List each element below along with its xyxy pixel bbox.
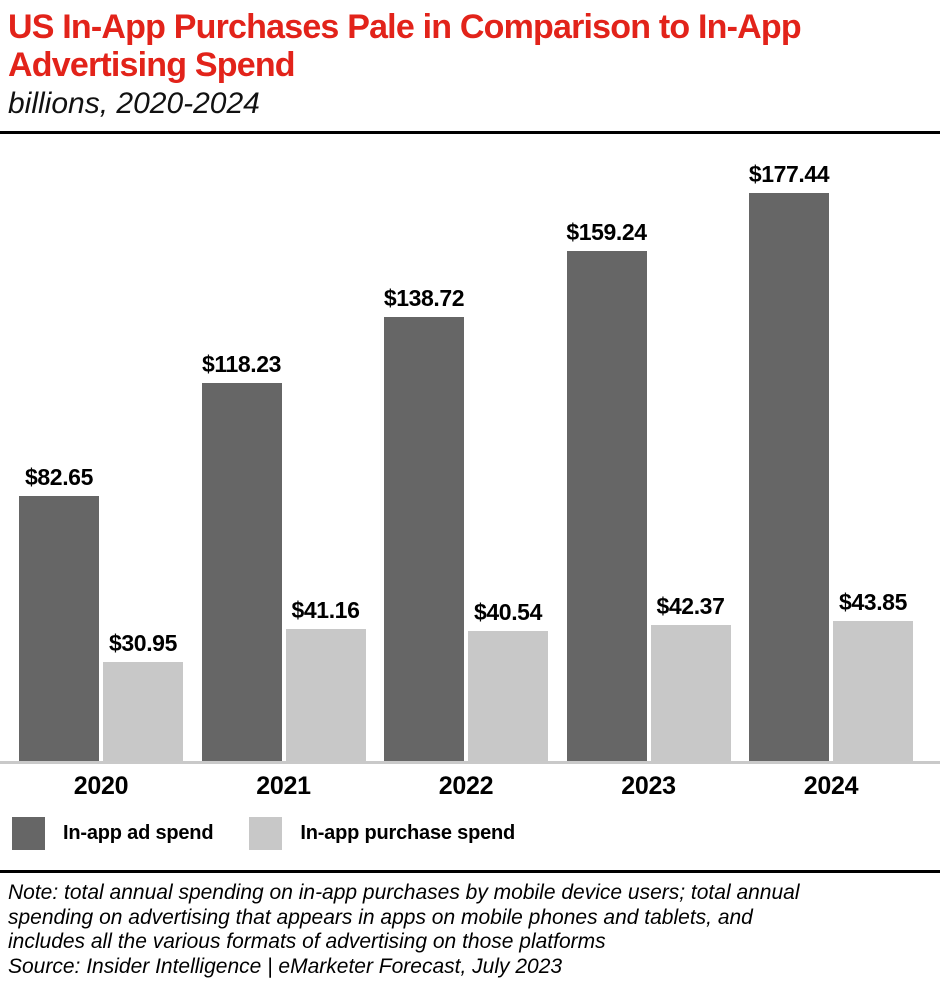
purchase-spend-bar-2024: [833, 621, 913, 761]
ad-spend-bar-2020: [19, 496, 99, 761]
purchase-spend-bar-2021: [285, 629, 366, 761]
x-axis-label-2022: 2022: [438, 772, 494, 800]
bar-value-label: $159.24: [566, 219, 647, 245]
ad-spend-bar-2022: [384, 317, 464, 761]
bar-value-label: $41.16: [291, 597, 360, 623]
legend-item-ad-spend: In-app ad spend: [12, 817, 214, 850]
chart-subtitle: billions, 2020-2024: [8, 87, 260, 120]
bar-group-2023: $159.24 $42.37: [566, 219, 731, 761]
bar-value-label: $118.23: [201, 351, 282, 377]
legend: In-app ad spend In-app purchase spend: [12, 817, 940, 850]
chart-header: US In-App Purchases Pale in Comparison t…: [0, 0, 940, 122]
bar-value-label: $177.44: [748, 161, 830, 187]
bar-value-label: $138.72: [383, 285, 465, 311]
purchase-spend-bar-2023: [650, 625, 731, 761]
x-axis-line: [0, 761, 940, 764]
x-axis-label-2024: 2024: [803, 772, 859, 800]
x-axis-label-2020: 2020: [73, 772, 129, 800]
bar-group-2024: $177.44 $43.85: [749, 161, 913, 761]
footnote-line-2: spending on advertising that appears in …: [8, 905, 753, 929]
bar-value-label: $43.85: [839, 589, 907, 615]
purchase-spend-column-2024: $43.85: [833, 589, 913, 761]
footnote-line-1: Note: total annual spending on in-app pu…: [8, 881, 800, 904]
bar-group-2022: $138.72 $40.54: [384, 285, 548, 761]
purchase-spend-column-2021: $41.16: [285, 597, 366, 761]
ad-spend-column-2022: $138.72: [383, 285, 465, 761]
ad-spend-bar-2023: [566, 251, 647, 761]
footnote-line-3: includes all the various formats of adve…: [8, 930, 606, 953]
bar-value-label: $40.54: [474, 599, 542, 625]
purchase-spend-bar-2022: [468, 631, 548, 761]
ad-spend-bar-2024: [749, 193, 829, 761]
ad-spend-bar-2021: [201, 383, 282, 761]
chart-title-line-1: US In-App Purchases Pale in Comparison t…: [8, 8, 802, 46]
bar-group-2021: $118.23 $41.16: [201, 351, 366, 761]
purchase-spend-column-2023: $42.37: [650, 593, 731, 761]
bar-group-2020: $82.65 $30.95: [19, 464, 183, 761]
purchase-spend-column-2020: $30.95: [103, 630, 183, 761]
chart-title-line-2: Advertising Spend: [8, 46, 296, 84]
chart-title: US In-App Purchases Pale in Comparison t…: [8, 8, 932, 84]
ad-spend-column-2024: $177.44: [748, 161, 830, 761]
bottom-divider-line: [0, 870, 940, 873]
purchase-spend-column-2022: $40.54: [468, 599, 548, 761]
legend-item-purchase-spend: In-app purchase spend: [249, 817, 515, 850]
top-divider-line: [0, 131, 940, 134]
bar-value-label: $82.65: [25, 464, 93, 490]
purchase-spend-bar-2020: [103, 662, 183, 761]
bar-value-label: $30.95: [109, 630, 177, 656]
ad-spend-column-2023: $159.24: [566, 219, 647, 761]
legend-label: In-app purchase spend: [300, 822, 516, 844]
legend-swatch-ad-spend: [12, 817, 45, 850]
x-axis-labels: 2020 2021 2022 2023 2024: [0, 764, 940, 801]
legend-swatch-purchase-spend: [249, 817, 283, 850]
source-line: Source: Insider Intelligence | eMarketer…: [8, 954, 563, 978]
x-axis-label-2023: 2023: [621, 772, 676, 800]
ad-spend-column-2020: $82.65: [19, 464, 99, 761]
bar-chart-plot-area: $82.65 $30.95 $118.23 $41.16 $138.72 $40.54 $1…: [0, 134, 940, 761]
bar-value-label: $42.37: [656, 593, 725, 619]
legend-label: In-app ad spend: [63, 822, 214, 844]
ad-spend-column-2021: $118.23: [201, 351, 282, 761]
footnote-block: Note: total annual spending on in-app pu…: [0, 873, 940, 979]
x-axis-label-2021: 2021: [256, 772, 311, 800]
